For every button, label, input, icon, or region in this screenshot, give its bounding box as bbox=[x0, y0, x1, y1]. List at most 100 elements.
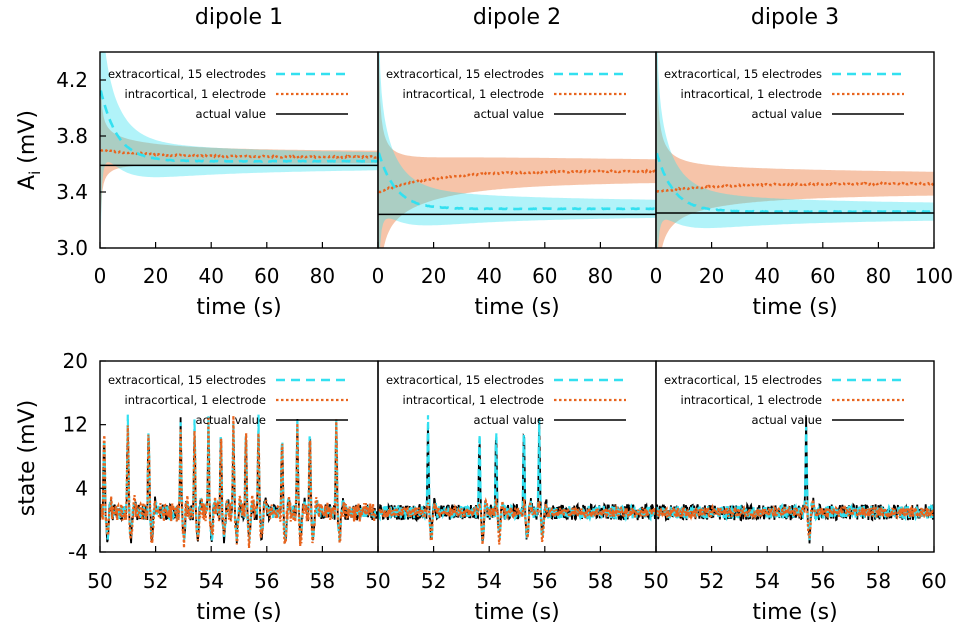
y-axis-label: Ai (mV) bbox=[15, 110, 44, 190]
legend-label: intracortical, 1 electrode bbox=[681, 87, 822, 101]
y-tick-label: 3.0 bbox=[56, 236, 88, 260]
bottom-panel-3: 50 52 54 56 58 60 time (s) extracortical, 15 el… bbox=[643, 360, 947, 625]
y-tick-label: -4 bbox=[68, 540, 88, 564]
bottom-y-axis: -4 4 12 20 state (mV) bbox=[15, 349, 106, 564]
x-tick-label: 54 bbox=[476, 569, 501, 593]
legend-label: actual value bbox=[474, 107, 544, 121]
x-tick-label: 58 bbox=[310, 569, 335, 593]
x-tick-label: 20 bbox=[699, 264, 724, 288]
x-tick-label: 50 bbox=[87, 569, 112, 593]
x-axis-label: time (s) bbox=[752, 600, 837, 625]
extracortical-band bbox=[656, 52, 934, 248]
y-tick-label: 20 bbox=[63, 349, 88, 373]
legend-label: extracortical, 15 electrodes bbox=[386, 373, 544, 387]
intracortical-line bbox=[656, 181, 934, 194]
legend: extracortical, 15 electrodes intracortica… bbox=[386, 373, 626, 427]
x-axis-label: time (s) bbox=[474, 600, 559, 625]
intracortical-line bbox=[378, 168, 656, 194]
x-axis-label: time (s) bbox=[196, 600, 281, 625]
legend-label: extracortical, 15 electrodes bbox=[386, 67, 544, 81]
legend-label: intracortical, 1 electrode bbox=[403, 87, 544, 101]
x-tick-label: 60 bbox=[532, 264, 557, 288]
legend: extracortical, 15 electrodes intracortica… bbox=[108, 67, 348, 121]
x-tick-label: 0 bbox=[372, 264, 385, 288]
legend: extracortical, 15 electrodes intracortica… bbox=[108, 373, 348, 427]
intracortical-trace bbox=[378, 497, 656, 545]
axes-frame bbox=[655, 360, 935, 553]
x-tick-label: 80 bbox=[588, 264, 613, 288]
panel-title-2: dipole 2 bbox=[473, 5, 561, 30]
x-axis-label: time (s) bbox=[474, 295, 559, 320]
x-axis-label: time (s) bbox=[752, 295, 837, 320]
legend-label: extracortical, 15 electrodes bbox=[108, 373, 266, 387]
x-tick-label: 0 bbox=[94, 264, 107, 288]
x-tick-label: 56 bbox=[532, 569, 557, 593]
extracortical-line bbox=[100, 90, 378, 163]
x-tick-label: 20 bbox=[421, 264, 446, 288]
intracortical-trace bbox=[656, 499, 934, 539]
x-tick-label: 40 bbox=[476, 264, 501, 288]
x-tick-label: 58 bbox=[866, 569, 891, 593]
x-tick-label: 56 bbox=[254, 569, 279, 593]
legend-label: intracortical, 1 electrode bbox=[125, 87, 266, 101]
x-tick-label: 58 bbox=[588, 569, 613, 593]
extracortical-line bbox=[378, 152, 656, 211]
y-tick-label: 12 bbox=[63, 413, 88, 437]
y-axis-label: state (mV) bbox=[15, 400, 40, 516]
x-axis-label: time (s) bbox=[196, 295, 281, 320]
actual-value-trace bbox=[656, 416, 934, 544]
extracortical-trace bbox=[378, 415, 656, 541]
x-tick-label: 52 bbox=[143, 569, 168, 593]
legend-label: intracortical, 1 electrode bbox=[403, 393, 544, 407]
top-panel-2: 0 20 40 60 80 time (s) extracortical, 15 elect… bbox=[372, 51, 657, 320]
legend: extracortical, 15 electrodes intracortica… bbox=[664, 67, 904, 121]
extracortical-band bbox=[100, 52, 378, 233]
x-tick-label: 80 bbox=[310, 264, 335, 288]
top-y-axis: 3.0 3.4 3.8 4.2 Ai (mV) bbox=[15, 68, 106, 260]
legend-label: intracortical, 1 electrode bbox=[125, 393, 266, 407]
panel-title-1: dipole 1 bbox=[195, 5, 283, 30]
x-tick-label: 52 bbox=[699, 569, 724, 593]
actual-value-trace bbox=[378, 418, 656, 543]
extracortical-line bbox=[656, 152, 934, 214]
legend-label: actual value bbox=[196, 107, 266, 121]
x-tick-label: 60 bbox=[921, 569, 946, 593]
y-tick-label: 3.4 bbox=[56, 180, 88, 204]
x-tick-label: 54 bbox=[754, 569, 779, 593]
extracortical-band bbox=[378, 52, 656, 248]
y-tick-label: 3.8 bbox=[56, 124, 88, 148]
legend-label: intracortical, 1 electrode bbox=[681, 393, 822, 407]
axes-frame bbox=[377, 360, 657, 553]
intracortical-band bbox=[656, 52, 934, 248]
bottom-panel-1: 50 52 54 56 58 time (s) extracortical, 15 elec… bbox=[87, 360, 379, 625]
legend-label: actual value bbox=[196, 413, 266, 427]
x-tick-label: 20 bbox=[143, 264, 168, 288]
intracortical-band bbox=[100, 83, 378, 217]
axes-frame bbox=[655, 51, 935, 249]
x-tick-label: 50 bbox=[643, 569, 668, 593]
x-tick-label: 100 bbox=[915, 264, 953, 288]
legend-label: actual value bbox=[752, 413, 822, 427]
bottom-panel-2: 50 52 54 56 58 time (s) extracortical, 15 elec… bbox=[365, 360, 657, 625]
legend-label: actual value bbox=[752, 107, 822, 121]
extracortical-trace bbox=[656, 426, 934, 542]
x-tick-label: 40 bbox=[754, 264, 779, 288]
legend-label: extracortical, 15 electrodes bbox=[664, 67, 822, 81]
y-tick-label: 4.2 bbox=[56, 68, 88, 92]
top-panel-1: 0 20 40 60 80 time (s) extracortical, 15 elect… bbox=[94, 51, 379, 320]
top-panel-3: 0 20 40 60 80 100 time (s) extracortical, 15 el… bbox=[650, 51, 953, 320]
legend: extracortical, 15 electrodes intracortica… bbox=[386, 67, 626, 121]
x-tick-label: 60 bbox=[810, 264, 835, 288]
legend-label: actual value bbox=[474, 413, 544, 427]
x-tick-label: 40 bbox=[198, 264, 223, 288]
panel-title-3: dipole 3 bbox=[751, 5, 839, 30]
legend-label: extracortical, 15 electrodes bbox=[108, 67, 266, 81]
x-tick-label: 56 bbox=[810, 569, 835, 593]
legend: extracortical, 15 electrodes intracortica… bbox=[664, 373, 904, 427]
intracortical-trace bbox=[100, 415, 378, 548]
y-tick-label: 4 bbox=[75, 476, 88, 500]
x-tick-label: 52 bbox=[421, 569, 446, 593]
x-tick-label: 0 bbox=[650, 264, 663, 288]
x-tick-label: 54 bbox=[198, 569, 223, 593]
